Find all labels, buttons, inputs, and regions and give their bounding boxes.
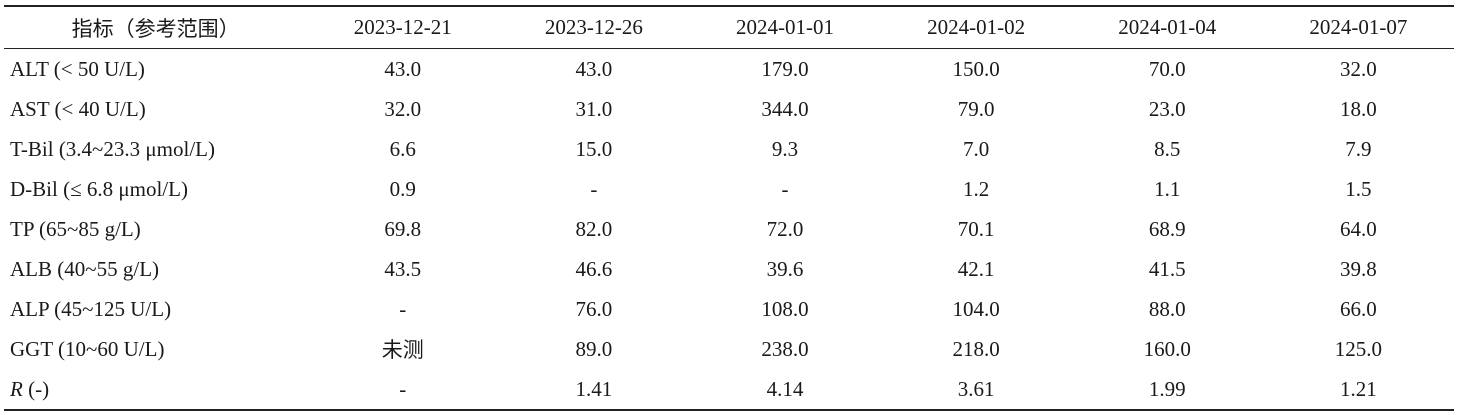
table-cell: 31.0 (575, 96, 613, 121)
table-row: ALB (40~55 g/L) 43.5 46.6 39.6 42.1 41.5 39.8 (4, 249, 1454, 289)
table-cell: 32.0 (1340, 56, 1377, 81)
table-cell: 64.0 (1340, 216, 1377, 241)
header-date: 2024-01-01 (736, 15, 835, 39)
table-cell: 0.9 (389, 176, 416, 201)
table-cell: 43.5 (384, 256, 422, 281)
table-cell: 89.0 (575, 336, 613, 361)
table-cell: 1.2 (963, 176, 990, 201)
row-indicator-label: AST (< 40 U/L) (4, 89, 307, 129)
indicator-text: TP (65~85 g/L) (10, 216, 141, 241)
table-cell: 79.0 (957, 96, 995, 121)
table-cell: - (590, 176, 598, 201)
lab-results-table: 指标（参考范围） 2023-12-21 2023-12-26 2024-01-01 2… (4, 5, 1454, 411)
table-cell: 7.9 (1345, 136, 1372, 161)
table-cell: 43.0 (575, 56, 613, 81)
table-cell: - (781, 176, 789, 201)
table-row: T-Bil (3.4~23.3 μmol/L) 6.6 15.0 9.3 7.0 8.5 7… (4, 129, 1454, 169)
table-cell: 23.0 (1148, 96, 1186, 121)
header-date: 2023-12-21 (353, 15, 452, 39)
row-indicator-label: D-Bil (≤ 6.8 μmol/L) (4, 169, 307, 209)
header-date: 2023-12-26 (544, 15, 643, 39)
table-row: ALP (45~125 U/L) - 76.0 108.0 104.0 88.0 66.0 (4, 289, 1454, 329)
lab-results-table-container: 指标（参考范围） 2023-12-21 2023-12-26 2024-01-01 2… (4, 5, 1454, 411)
table-cell: - (399, 376, 407, 401)
table-row: R (-) - 1.41 4.14 3.61 1.99 1.21 (4, 369, 1454, 410)
table-cell: 1.5 (1345, 176, 1372, 201)
row-indicator-label: ALP (45~125 U/L) (4, 289, 307, 329)
table-cell: 4.14 (766, 376, 804, 401)
row-indicator-label: ALT (< 50 U/L) (4, 49, 307, 90)
table-cell: 未测 (381, 338, 424, 362)
row-indicator-label: GGT (10~60 U/L) (4, 329, 307, 369)
row-indicator-label: ALB (40~55 g/L) (4, 249, 307, 289)
table-cell: 7.0 (963, 136, 990, 161)
table-row: D-Bil (≤ 6.8 μmol/L) 0.9 - - 1.2 1.1 1.5 (4, 169, 1454, 209)
indicator-text: (-) (22, 376, 50, 401)
header-date: 2024-01-07 (1309, 15, 1408, 39)
table-cell: 68.9 (1148, 216, 1186, 241)
indicator-text: ALB (40~55 g/L) (10, 256, 160, 281)
table-cell: 41.5 (1148, 256, 1186, 281)
table-row: AST (< 40 U/L) 32.0 31.0 344.0 79.0 23.0 18.0 (4, 89, 1454, 129)
table-row: ALT (< 50 U/L) 43.0 43.0 179.0 150.0 70.0 32.0 (4, 49, 1454, 90)
table-cell: 9.3 (771, 136, 799, 161)
indicator-text: D-Bil (≤ 6.8 μmol/L) (10, 176, 188, 201)
table-cell: 76.0 (575, 296, 613, 321)
table-cell: 46.6 (575, 256, 613, 281)
table-cell: 179.0 (761, 56, 809, 81)
table-body: ALT (< 50 U/L) 43.0 43.0 179.0 150.0 70.0 32.0… (4, 49, 1454, 410)
table-cell: 43.0 (384, 56, 422, 81)
indicator-text: AST (< 40 U/L) (10, 96, 146, 121)
table-cell: 125.0 (1334, 336, 1383, 361)
table-cell: 72.0 (766, 216, 804, 241)
table-cell: 39.6 (766, 256, 804, 281)
table-cell: 69.8 (384, 216, 422, 241)
table-cell: 1.21 (1340, 376, 1377, 401)
table-cell: 1.41 (575, 376, 613, 401)
table-row: GGT (10~60 U/L) 未测 89.0 238.0 218.0 160.0 125.… (4, 329, 1454, 369)
indicator-text: ALP (45~125 U/L) (10, 296, 172, 321)
indicator-italic-symbol: R (10, 376, 23, 401)
table-cell: 150.0 (952, 56, 1000, 81)
table-cell: 108.0 (761, 296, 809, 321)
table-cell: 18.0 (1340, 96, 1377, 121)
table-cell: 82.0 (575, 216, 613, 241)
header-date: 2024-01-02 (927, 15, 1026, 39)
table-cell: 32.0 (384, 96, 422, 121)
table-cell: 1.99 (1148, 376, 1186, 401)
table-cell: 42.1 (957, 256, 995, 281)
row-indicator-label: TP (65~85 g/L) (4, 209, 307, 249)
table-cell: 15.0 (575, 136, 613, 161)
table-cell: 66.0 (1340, 296, 1377, 321)
table-cell: 238.0 (761, 336, 809, 361)
header-indicator: 指标（参考范围） (71, 16, 240, 41)
row-indicator-label: T-Bil (3.4~23.3 μmol/L) (4, 129, 307, 169)
table-cell: 160.0 (1143, 336, 1191, 361)
table-row: TP (65~85 g/L) 69.8 82.0 72.0 70.1 68.9 64.0 (4, 209, 1454, 249)
indicator-text: GGT (10~60 U/L) (10, 336, 165, 361)
table-cell: 6.6 (389, 136, 416, 161)
table-cell: 88.0 (1148, 296, 1186, 321)
table-cell: 1.1 (1154, 176, 1181, 201)
table-cell: 344.0 (761, 96, 809, 121)
table-cell: 104.0 (952, 296, 1000, 321)
indicator-text: ALT (< 50 U/L) (10, 56, 145, 81)
table-cell: 8.5 (1154, 136, 1181, 161)
row-indicator-label: R (-) (4, 369, 307, 410)
header-row: 指标（参考范围） 2023-12-21 2023-12-26 2024-01-01 2… (4, 6, 1454, 49)
table-cell: 70.0 (1148, 56, 1186, 81)
header-date: 2024-01-04 (1118, 15, 1217, 39)
table-cell: 218.0 (952, 336, 1000, 361)
table-cell: 39.8 (1340, 256, 1377, 281)
table-cell: 70.1 (957, 216, 995, 241)
table-cell: - (399, 296, 407, 321)
table-cell: 3.61 (957, 376, 995, 401)
indicator-text: T-Bil (3.4~23.3 μmol/L) (10, 136, 216, 161)
